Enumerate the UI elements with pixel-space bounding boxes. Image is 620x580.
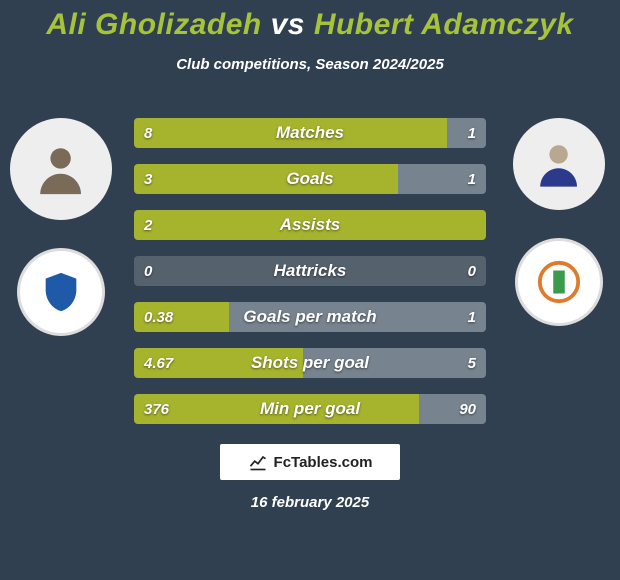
bar-label: Hattricks xyxy=(134,256,486,286)
chart-icon xyxy=(248,452,268,472)
subtitle: Club competitions, Season 2024/2025 xyxy=(0,56,620,73)
footer-date: 16 february 2025 xyxy=(0,494,620,511)
stats-bars: 81Matches 31Goals 2Assists 0 0Hattricks 0.381… xyxy=(134,118,486,424)
bar-left-segment xyxy=(134,210,486,240)
brand-badge: FcTables.com xyxy=(220,444,400,480)
player1-club-badge xyxy=(17,248,105,336)
stat-bar: 2Assists xyxy=(134,210,486,240)
player2-name: Hubert Adamczyk xyxy=(314,8,574,41)
left-column xyxy=(6,118,116,336)
vs-text: vs xyxy=(271,8,305,41)
player1-name: Ali Gholizadeh xyxy=(46,8,261,41)
bar-left-segment xyxy=(134,302,229,332)
bar-right-value: 0 xyxy=(468,256,476,286)
player2-avatar xyxy=(513,118,605,210)
brand-text: FcTables.com xyxy=(274,454,373,471)
bar-left-segment xyxy=(134,394,419,424)
page-title: Ali Gholizadeh vs Hubert Adamczyk xyxy=(0,8,620,42)
stat-bar: 37690Min per goal xyxy=(134,394,486,424)
bar-right-segment xyxy=(303,348,486,378)
bar-right-segment xyxy=(229,302,486,332)
player1-avatar xyxy=(10,118,112,220)
shield-icon xyxy=(536,259,582,305)
stat-bar: 4.675Shots per goal xyxy=(134,348,486,378)
bar-left-value: 0 xyxy=(144,256,152,286)
stat-bar: 81Matches xyxy=(134,118,486,148)
bar-left-segment xyxy=(134,164,398,194)
stat-bar: 0 0Hattricks xyxy=(134,256,486,286)
right-column xyxy=(504,118,614,326)
bar-right-segment xyxy=(398,164,486,194)
stat-bar: 31Goals xyxy=(134,164,486,194)
bar-left-segment xyxy=(134,348,303,378)
bar-right-segment xyxy=(419,394,486,424)
bar-right-segment xyxy=(447,118,486,148)
comparison-card: Ali Gholizadeh vs Hubert Adamczyk Club c… xyxy=(0,0,620,580)
shield-icon xyxy=(38,269,84,315)
bar-left-segment xyxy=(134,118,447,148)
player2-club-badge xyxy=(515,238,603,326)
person-icon xyxy=(30,138,91,199)
stat-bar: 0.381Goals per match xyxy=(134,302,486,332)
person-icon xyxy=(531,136,586,191)
